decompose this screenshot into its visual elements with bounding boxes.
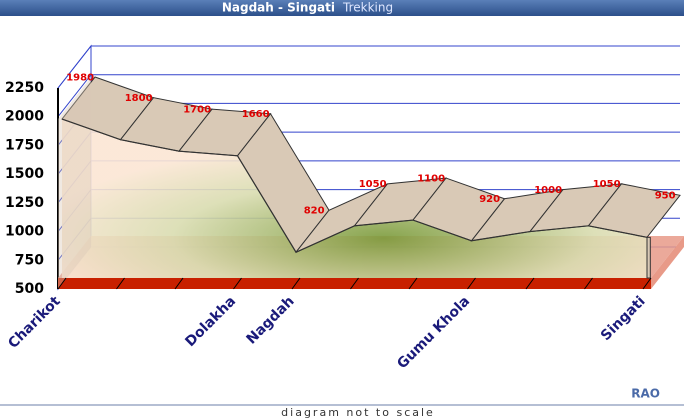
x-tick (233, 277, 242, 290)
y-tick-label: 1750 (5, 137, 44, 153)
y-tick-label: 1250 (5, 195, 44, 211)
chart-subtitle: Trekking (342, 1, 393, 15)
value-label: 1980 (66, 72, 94, 83)
y-tick-label: 2000 (5, 109, 44, 125)
plot: 500 750 1000 1250 1500 1750 2000 2250 1980 1800 17… (5, 44, 684, 372)
x-tick (174, 277, 184, 290)
y-tick-label: 500 (15, 281, 44, 297)
y-tick-label: 2250 (5, 80, 44, 96)
x-tick (525, 277, 535, 290)
y-tick-label: 1500 (5, 166, 44, 182)
x-tick-label: Dolakha (182, 293, 239, 350)
y-tick-label: 750 (15, 252, 44, 268)
grid-line (57, 74, 680, 118)
x-tick (350, 277, 359, 290)
value-label: 1100 (417, 173, 445, 184)
x-tick (642, 277, 652, 290)
value-label: 1660 (242, 109, 270, 120)
x-tick (57, 277, 67, 290)
value-label: 1050 (359, 179, 387, 190)
x-tick-label: Nagdah (243, 293, 297, 347)
credit: RAO (631, 387, 660, 401)
title-bar (0, 0, 684, 16)
x-tick-label: Charikot (5, 293, 64, 352)
ribbon-start (58, 77, 91, 289)
value-label: 820 (304, 206, 325, 217)
value-label: 1000 (534, 185, 562, 196)
value-label: 1700 (183, 105, 211, 116)
y-tick-label: 1000 (5, 224, 44, 240)
x-tick-label: Gumu Khola (394, 293, 473, 372)
area (62, 119, 647, 278)
grid-line (57, 45, 680, 89)
x-tick (408, 277, 418, 290)
value-label: 1800 (125, 93, 153, 104)
x-tick-label: Singati (598, 293, 649, 344)
floor-end (651, 236, 684, 289)
ribbon-end (646, 236, 651, 279)
footer-note: diagram not to scale (281, 406, 435, 419)
x-tick (467, 277, 476, 290)
value-label: 950 (655, 191, 676, 202)
chart-title: Nagdah - Singati (222, 1, 335, 15)
line (61, 118, 648, 254)
value-label: 1050 (593, 179, 621, 190)
x-tick (116, 277, 125, 290)
value-label: 920 (479, 194, 500, 205)
x-tick (291, 277, 301, 290)
x-tick (584, 277, 593, 290)
